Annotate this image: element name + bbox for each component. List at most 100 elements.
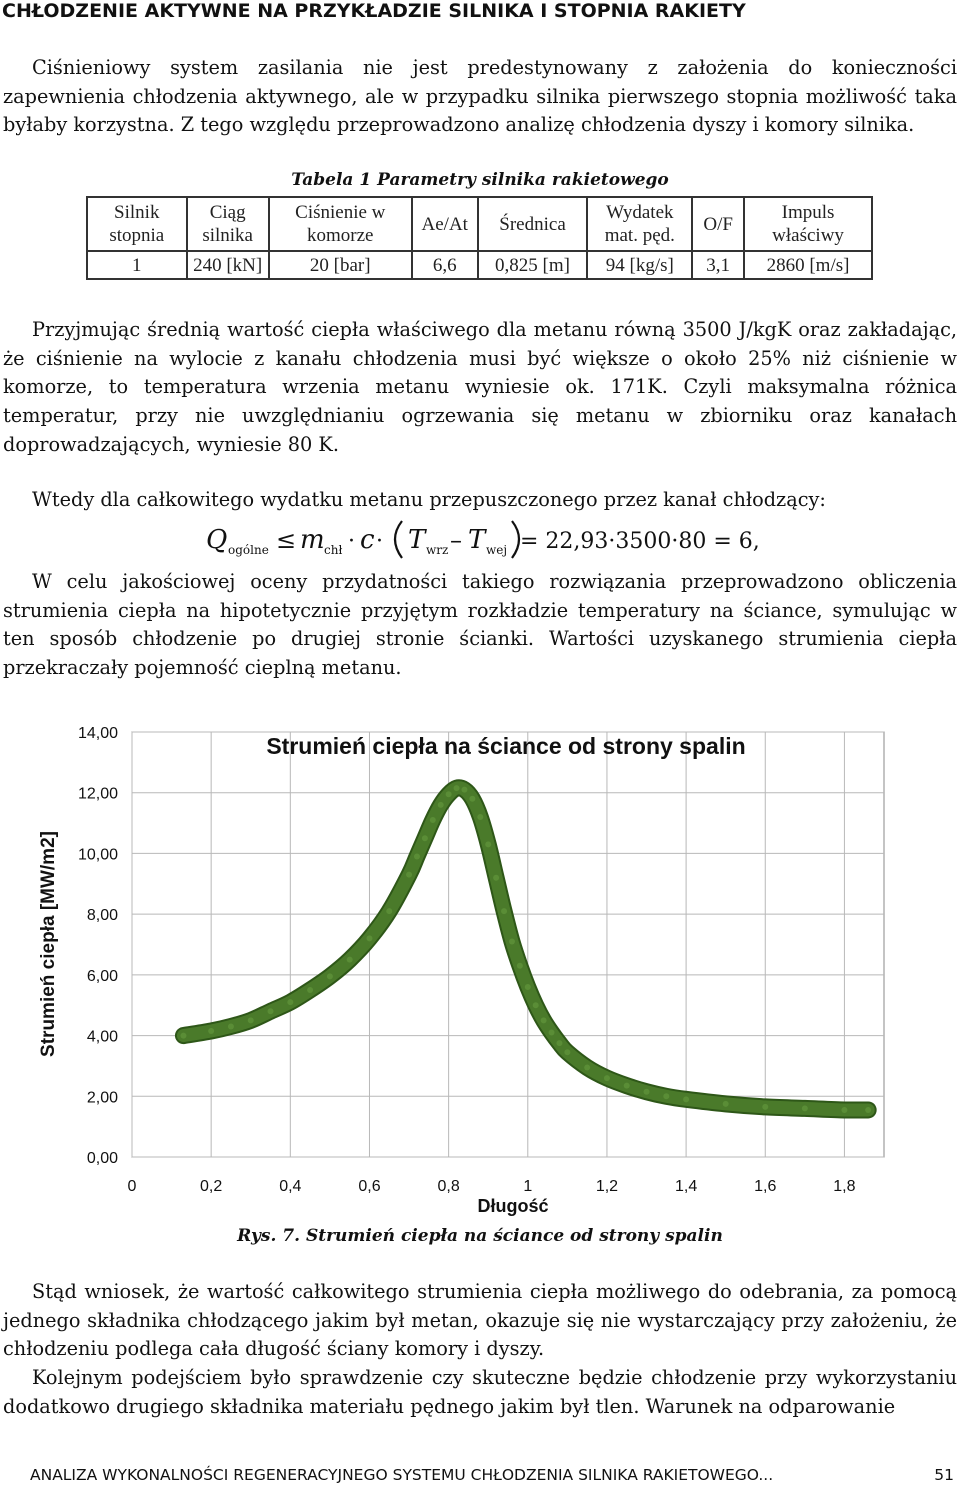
data-point [307,987,314,994]
x-tick-label: 1,6 [754,1178,776,1195]
heat-flux-chart: 0,00 2,00 4,00 6,00 8,00 10,00 12,00 14,00 0 0,2 0… [30,712,905,1217]
data-point [180,1032,187,1039]
data-point [564,1049,571,1056]
formula-m-sub: chł [324,543,342,557]
table-header-cell: Impuls właściwy [743,196,873,252]
heat-capacity-formula: Q ogólne ≤ m chł · c · T wrz – T wej = 2… [206,520,758,559]
paragraph-next-approach: Kolejnym podejściem było sprawdzenie czy… [3,1366,957,1418]
y-tick-label: 12,00 [78,786,118,803]
table-value-cell: 3,1 [691,250,746,280]
data-point [413,853,420,860]
formula-t1-sub: wrz [426,543,448,557]
table-header-line: Ciąg [209,202,246,223]
data-point [683,1096,690,1103]
data-point [584,1064,591,1071]
table-header-cell: Ciśnienie w komorze [267,196,413,252]
paragraph-conclusion: Stąd wniosek, że wartość całkowitego str… [3,1280,957,1361]
data-point [386,908,393,915]
data-point [801,1105,808,1112]
table-value-cell: 6,6 [410,250,479,280]
table-header-line: Ae/At [421,213,468,235]
table-header-line: Silnik [114,202,160,223]
table-value-cell: 1 [86,250,188,280]
data-point [247,1017,254,1024]
x-tick-label: 1,8 [833,1178,855,1195]
x-tick-label: 0,2 [200,1178,222,1195]
data-point [501,908,508,915]
data-point [603,1075,610,1082]
table-header-cell: O/F [691,196,746,252]
table-header-cell: Wydatek mat. pęd. [586,196,694,252]
chart-grid [131,731,884,1158]
y-tick-label: 8,00 [87,907,118,924]
data-point [267,1008,274,1015]
formula-result: = 22,93·3500·80 = 6,42 MW [520,529,758,554]
data-point [445,791,452,798]
paragraph-quality-assessment: W celu jakościowej oceny przydatności ta… [3,570,957,680]
parameters-table: Silnik stopnia Ciąg silnika Ciśnienie w komor… [86,196,873,280]
data-point [643,1088,650,1095]
footer-title: ANALIZA WYKONALNOŚCI REGENERACYJNEGO SYS… [30,1466,774,1484]
x-tick-label: 1,4 [675,1178,697,1195]
x-tick-label: 0 [128,1178,137,1195]
formula-q-sub: ogólne [228,543,269,557]
data-point [508,938,515,945]
chart-title: Strumień ciepła na ściance od strony spa… [266,733,745,759]
y-tick-label: 14,00 [78,725,118,742]
data-point [485,841,492,848]
y-tick-label: 6,00 [87,968,118,985]
data-point [548,1029,555,1036]
y-tick-label: 2,00 [87,1089,118,1106]
data-point [208,1028,215,1035]
svg-text:·: · [348,529,355,554]
data-point [227,1023,234,1030]
data-point [421,835,428,842]
paragraph-assumptions: Przyjmując średnią wartość ciepła właści… [3,318,957,456]
data-point [453,785,460,792]
data-point [623,1082,630,1089]
data-point [493,874,500,881]
formula-leq: ≤ [276,526,296,554]
data-point [663,1093,670,1100]
data-point [722,1100,729,1107]
paragraph-flow-intro: Wtedy dla całkowitego wydatku metanu prz… [32,488,826,511]
data-point [477,814,484,820]
table-header-line: Średnica [499,213,566,235]
paragraph-intro: Ciśnieniowy system zasilania nie jest pr… [3,56,957,137]
figure-caption: Rys. 7. Strumień ciepła na ściance od st… [237,1226,723,1246]
y-tick-label: 10,00 [78,846,118,863]
table-header-line: mat. pęd. [604,225,675,246]
data-point [437,801,444,808]
table-header-line: Impuls [781,202,835,223]
formula-t2: T [468,525,487,555]
table-header-cell: Silnik stopnia [86,196,188,252]
x-tick-label: 1 [523,1178,532,1195]
table-header-cell: Średnica [476,196,589,252]
data-point [366,935,373,942]
formula-t2-sub: wej [486,543,507,557]
table-header-line: O/F [703,213,733,235]
formula-minus: – [450,526,462,554]
table-value-cell: 94 [kg/s] [586,250,694,280]
page-number: 51 [934,1466,954,1484]
formula-left-paren [393,520,403,559]
data-point [406,871,413,878]
formula-c: c [360,525,375,555]
formula-right-paren [511,520,521,559]
data-point [516,962,523,969]
table-header-line: stopnia [109,225,165,246]
chart-svg: 0,00 2,00 4,00 6,00 8,00 10,00 12,00 14,00 0 0,2 0… [38,725,885,1216]
chart-y-label: Strumień ciepła [MW/m2] [38,831,59,1057]
table-header-line: silnika [202,225,253,246]
data-point [469,795,476,802]
table-header-line: Wydatek [606,202,674,223]
data-point [532,1002,539,1009]
x-tick-label: 0,6 [358,1178,380,1195]
y-tick-label: 0,00 [87,1150,118,1167]
chart-series [174,779,877,1119]
data-point [346,956,353,963]
table-value-cell: 2860 [m/s] [743,250,873,280]
formula-q: Q [206,525,227,555]
section-heading: CHŁODZENIE AKTYWNE NA PRZYKŁADZIE SILNIK… [2,0,746,22]
data-point [326,973,333,980]
